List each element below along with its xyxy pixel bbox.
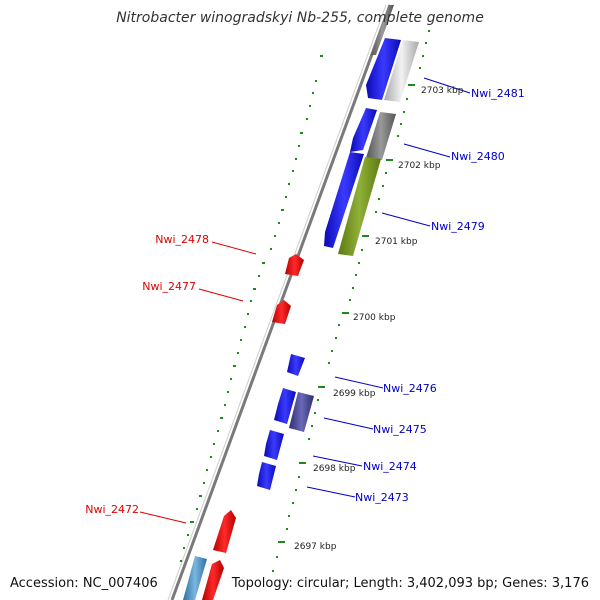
gene-feature[interactable] [287, 354, 305, 376]
gc-dot-track [180, 55, 323, 562]
gene-label[interactable]: Nwi_2479 [431, 220, 485, 233]
tick-label: 2703 kbp [421, 86, 464, 96]
gene-label[interactable]: Nwi_2473 [355, 491, 409, 504]
gene-label[interactable]: Nwi_2477 [142, 280, 196, 293]
gene-feature[interactable] [257, 462, 276, 490]
topology-text: Topology: circular; Length: 3,402,093 bp… [231, 576, 589, 591]
tick-label: 2700 kbp [353, 313, 396, 323]
gene-feature[interactable] [183, 556, 207, 600]
gene-label[interactable]: Nwi_2472 [85, 503, 139, 516]
label-leader-lines [139, 77, 471, 524]
gene-feature[interactable] [213, 510, 236, 553]
gene-feature[interactable] [274, 388, 296, 424]
tick-label: 2701 kbp [375, 237, 418, 247]
gene-feature[interactable] [366, 38, 401, 100]
gene-labels: Nwi_2481 Nwi_2480 Nwi_2479 Nwi_2476 Nwi_… [85, 87, 525, 516]
gene-label[interactable]: Nwi_2476 [383, 382, 437, 395]
gene-feature[interactable] [350, 108, 377, 152]
gene-label[interactable]: Nwi_2480 [451, 150, 505, 163]
gene-feature[interactable] [338, 157, 381, 256]
reverse-strand-genes [202, 254, 304, 600]
gene-feature[interactable] [384, 40, 419, 102]
gene-feature[interactable] [289, 392, 314, 432]
gene-label[interactable]: Nwi_2481 [471, 87, 525, 100]
tick-labels: 2697 kbp 2698 kbp 2699 kbp 2700 kbp 2701… [294, 86, 464, 552]
forward-strand-genes [183, 5, 419, 600]
gene-feature[interactable] [264, 430, 284, 460]
accession-text: Accession: NC_007406 [10, 576, 158, 591]
tick-label: 2702 kbp [398, 161, 441, 171]
tick-label: 2697 kbp [294, 542, 337, 552]
gene-label[interactable]: Nwi_2474 [363, 460, 417, 473]
gene-label[interactable]: Nwi_2478 [155, 233, 209, 246]
map-title: Nitrobacter winogradskyi Nb-255, complet… [116, 10, 484, 26]
gene-feature[interactable] [285, 254, 304, 276]
tick-track [272, 30, 430, 572]
gene-feature[interactable] [272, 300, 291, 324]
tick-label: 2698 kbp [313, 464, 356, 474]
gene-feature[interactable] [324, 152, 364, 248]
genome-backbone-shadow [167, 4, 387, 600]
tick-label: 2699 kbp [333, 389, 376, 399]
gene-feature[interactable] [202, 560, 224, 600]
gene-label[interactable]: Nwi_2475 [373, 423, 427, 436]
gene-feature[interactable] [371, 5, 394, 55]
gene-feature[interactable] [366, 112, 396, 160]
